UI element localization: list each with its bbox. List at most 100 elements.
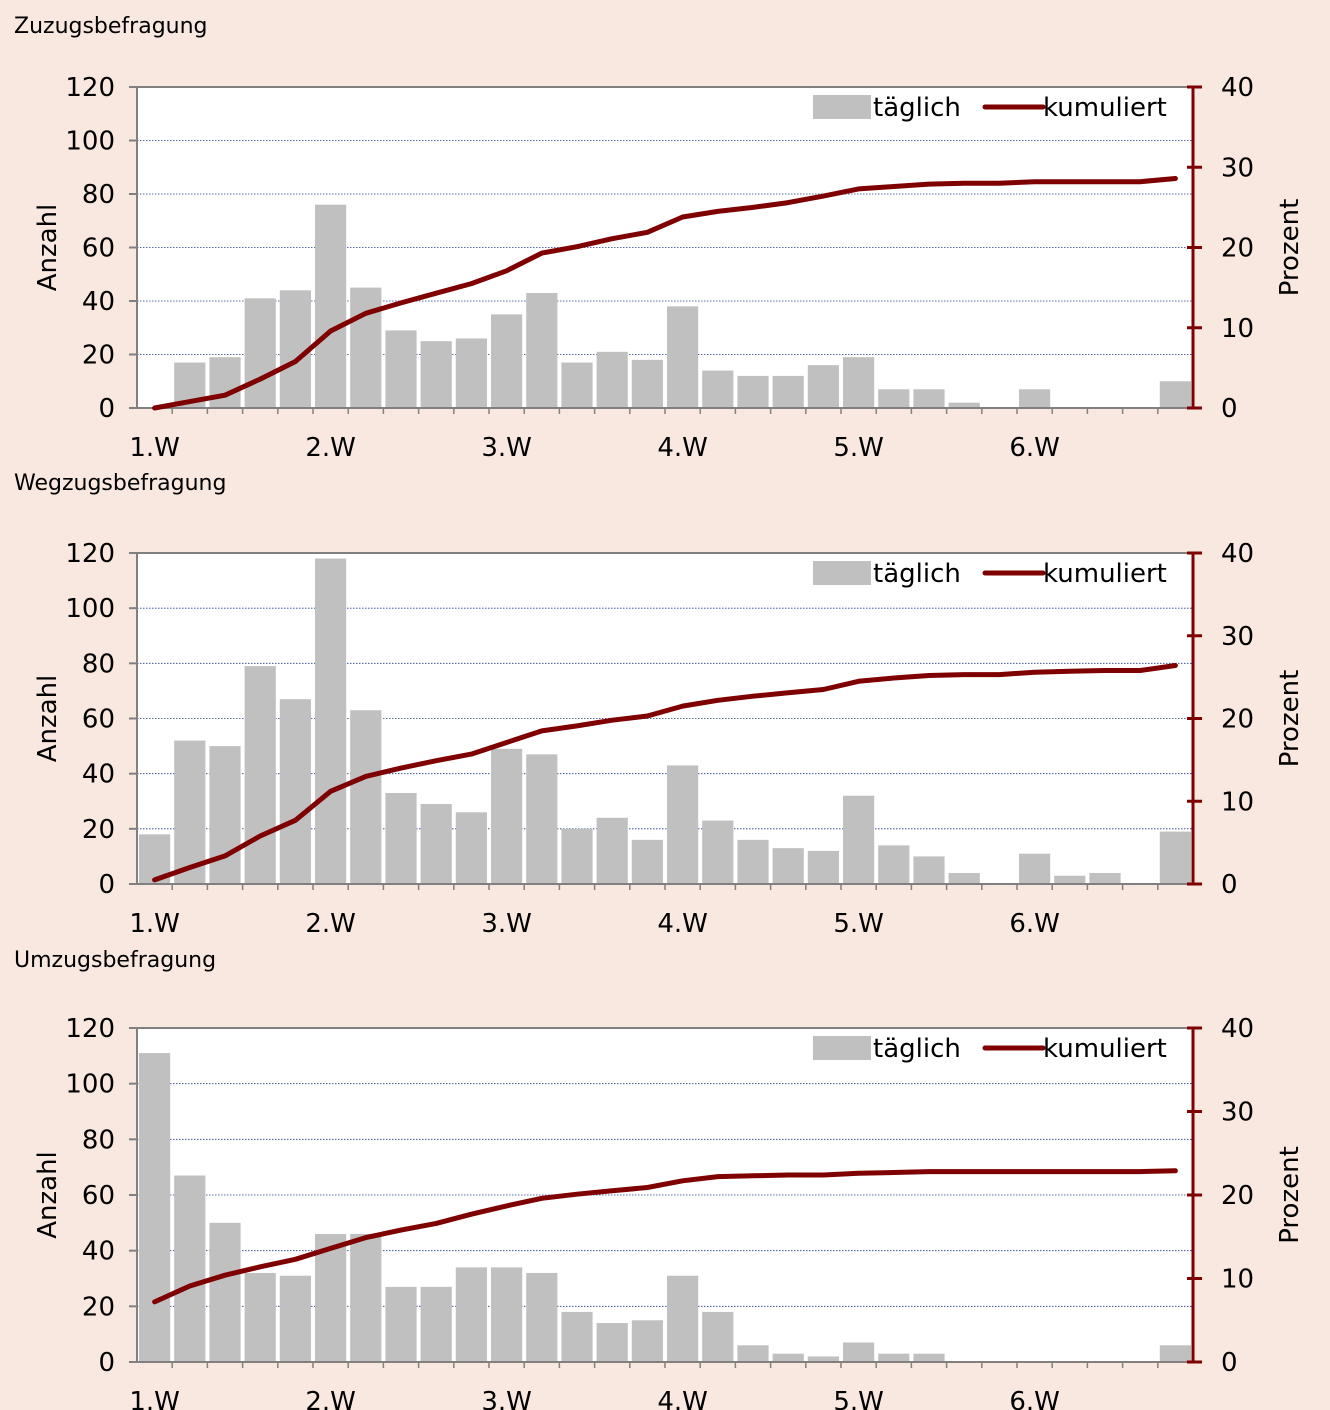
y-tick-label: 0 [98,870,115,900]
bar [1089,872,1121,884]
x-tick-label: 5.W [833,909,884,939]
bar [878,845,910,884]
y-tick-label: 60 [82,234,115,264]
bar [878,1353,910,1362]
legend-swatch-bar [813,561,871,585]
bar [1159,381,1191,408]
bar [561,828,593,884]
bar [561,362,593,408]
bar [631,839,663,884]
y-tick-label: 100 [65,594,115,624]
bar [1159,831,1191,884]
bar [279,1275,311,1362]
legend-label-line: kumuliert [1043,1034,1167,1064]
bar [350,287,382,408]
bar [772,1353,804,1362]
legend-label-bar: täglich [873,93,961,123]
y-tick-label: 80 [82,649,115,679]
y2-tick-label: 30 [1221,153,1254,183]
bar [455,1267,487,1362]
y-tick-label: 60 [82,1181,115,1211]
bar [420,341,452,408]
y2-tick-label: 40 [1221,1014,1254,1044]
cumulative-line [152,176,1178,411]
bar [596,351,628,408]
y2-tick-label: 10 [1221,1265,1254,1295]
legend-label-line: kumuliert [1043,93,1167,123]
chart-title-wegzug: Wegzugsbefragung [14,471,227,496]
bar [350,1233,382,1362]
y-tick-label: 0 [98,1348,115,1378]
bar [737,1345,769,1362]
x-tick-label: 2.W [305,433,356,463]
bar [631,359,663,408]
x-tick-label: 1.W [129,433,180,463]
x-tick-label: 5.W [833,433,884,463]
x-tick-label: 2.W [305,909,356,939]
bar [702,370,734,408]
bar [596,1323,628,1362]
x-tick-label: 4.W [657,909,708,939]
bar [948,872,980,884]
bar [667,765,699,884]
x-tick-label: 1.W [129,1387,180,1410]
bar [1159,1345,1191,1362]
bar [631,1320,663,1362]
y2-tick-label: 0 [1221,1348,1238,1378]
bar [948,402,980,408]
y2-tick-label: 20 [1221,1181,1254,1211]
y2-tick-label: 20 [1221,705,1254,735]
y2-axis-title: Prozent [1275,670,1305,768]
legend-label-bar: täglich [873,1034,961,1064]
y-tick-label: 120 [65,539,115,569]
bar [279,699,311,884]
bar [913,1353,945,1362]
x-tick-label: 6.W [1009,909,1060,939]
y2-axis-title: Prozent [1275,1146,1305,1244]
bar [561,1311,593,1362]
bar [385,1286,417,1362]
y2-tick-label: 40 [1221,73,1254,103]
x-tick-label: 3.W [481,433,532,463]
bar [244,666,276,884]
bar [209,746,241,884]
cumulative-line [152,1168,1178,1305]
x-tick-label: 6.W [1009,433,1060,463]
y2-tick-label: 10 [1221,787,1254,817]
bar [737,375,769,408]
y-axis-title: Anzahl [33,204,63,292]
bar [526,1272,558,1362]
bar [1019,853,1051,884]
chart-title-zuzug: Zuzugsbefragung [14,14,208,39]
bar [491,748,523,884]
bar [702,820,734,884]
bar [315,204,347,408]
bar [667,306,699,408]
y-tick-label: 40 [82,287,115,317]
y-tick-label: 40 [82,1237,115,1267]
bar [772,848,804,884]
bar [526,292,558,408]
y-tick-label: 40 [82,760,115,790]
bar [174,740,206,884]
legend-swatch-bar [813,95,871,119]
bar [843,1342,875,1362]
bar [244,1272,276,1362]
y-tick-label: 0 [98,394,115,424]
bar [807,850,839,884]
bar [1019,389,1051,408]
legend-label-line: kumuliert [1043,559,1167,589]
bar [737,839,769,884]
bar [702,1311,734,1362]
bar [807,1356,839,1362]
bar [843,795,875,884]
y2-tick-label: 20 [1221,234,1254,264]
bar [420,1286,452,1362]
x-tick-label: 3.W [481,909,532,939]
legend-label-bar: täglich [873,559,961,589]
bar [385,792,417,884]
y2-tick-label: 10 [1221,314,1254,344]
y-tick-label: 20 [82,1292,115,1322]
y2-tick-label: 0 [1221,394,1238,424]
